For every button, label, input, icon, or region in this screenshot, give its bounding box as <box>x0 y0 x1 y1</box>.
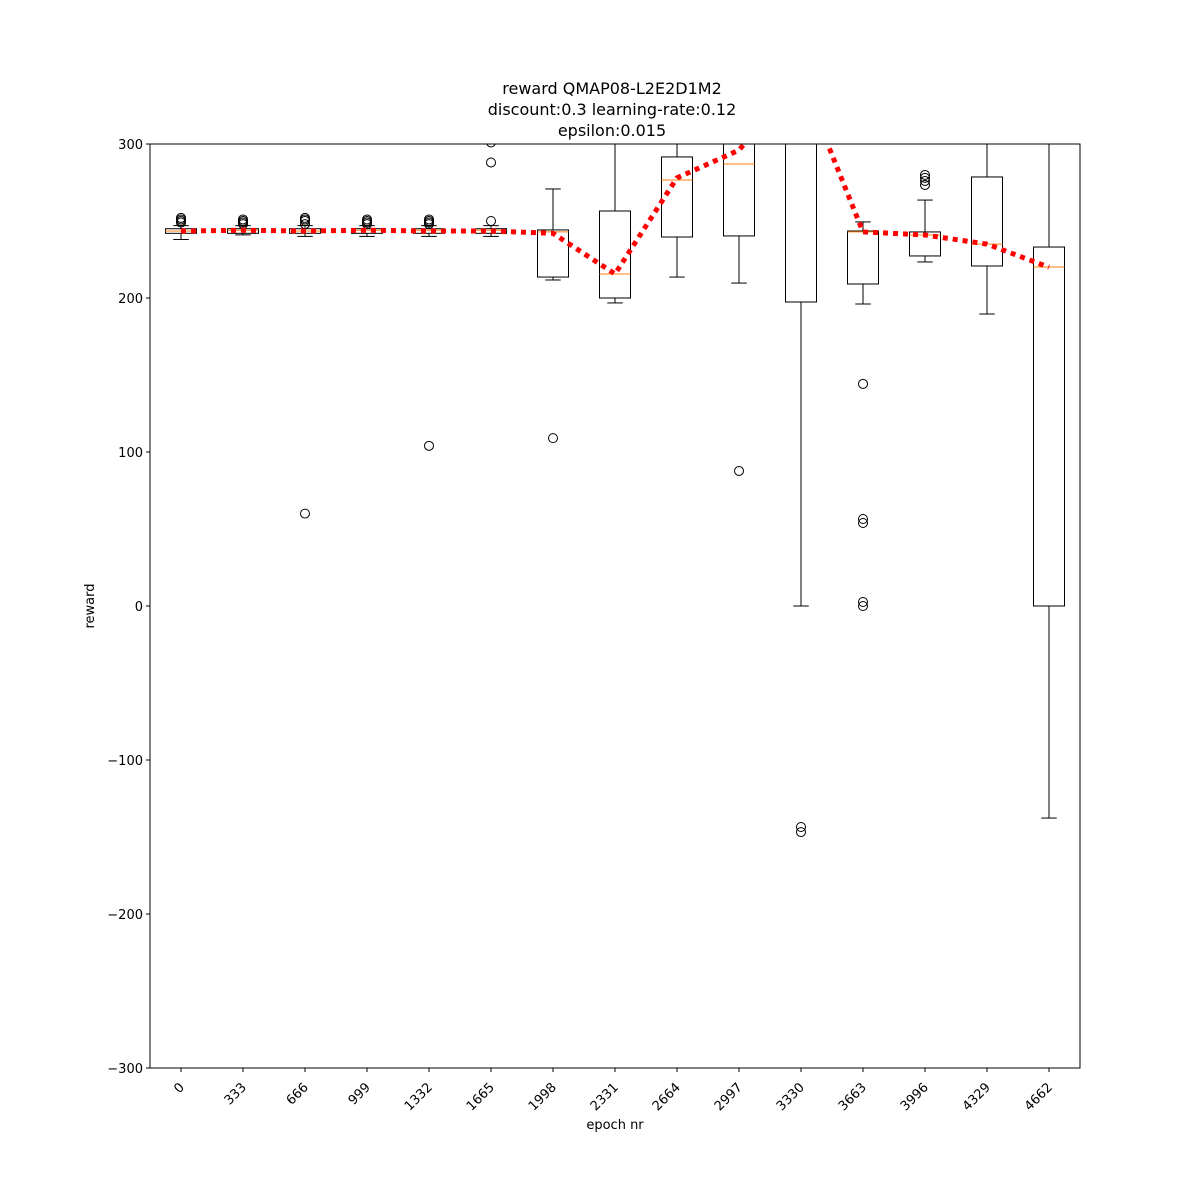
chart-title: discount:0.3 learning-rate:0.12 <box>488 100 737 119</box>
outlier <box>920 169 930 180</box>
box <box>909 231 941 257</box>
box <box>971 176 1003 267</box>
y-tick-label: 300 <box>118 138 143 153</box>
chart-title: epsilon:0.015 <box>558 121 666 140</box>
box <box>723 144 755 237</box>
outlier <box>858 378 868 389</box>
outlier <box>176 212 186 223</box>
outlier <box>362 214 372 225</box>
outlier <box>858 596 868 607</box>
outlier <box>238 214 248 225</box>
y-axis-label: reward <box>83 583 98 628</box>
outlier <box>858 601 868 611</box>
y-tick-label: 200 <box>118 292 143 307</box>
outlier <box>486 144 496 148</box>
outlier <box>920 172 930 183</box>
outlier <box>796 821 806 832</box>
y-tick-label: −200 <box>107 908 143 923</box>
chart-title: reward QMAP08-L2E2D1M2 <box>502 79 722 98</box>
outlier <box>920 175 930 186</box>
y-tick-label: −300 <box>107 1062 143 1077</box>
outlier <box>858 513 868 524</box>
box <box>785 144 817 303</box>
box <box>1033 246 1065 607</box>
outlier <box>920 179 930 190</box>
box <box>661 156 693 238</box>
outlier <box>424 440 434 451</box>
mean-line <box>180 144 1050 278</box>
outlier <box>548 433 558 444</box>
y-tick-label: 100 <box>118 446 143 461</box>
plot-area <box>165 144 1065 838</box>
box <box>537 229 569 278</box>
y-tick-label: 0 <box>135 600 143 615</box>
outlier <box>796 827 806 838</box>
outlier <box>486 157 496 168</box>
box <box>847 230 879 285</box>
outlier <box>486 216 496 226</box>
outlier <box>424 214 434 225</box>
outlier <box>300 212 310 223</box>
y-tick-label: −100 <box>107 754 143 769</box>
x-axis-label: epoch nr <box>586 1118 644 1133</box>
outlier <box>858 517 868 528</box>
outlier <box>300 508 310 519</box>
outlier <box>734 465 744 476</box>
